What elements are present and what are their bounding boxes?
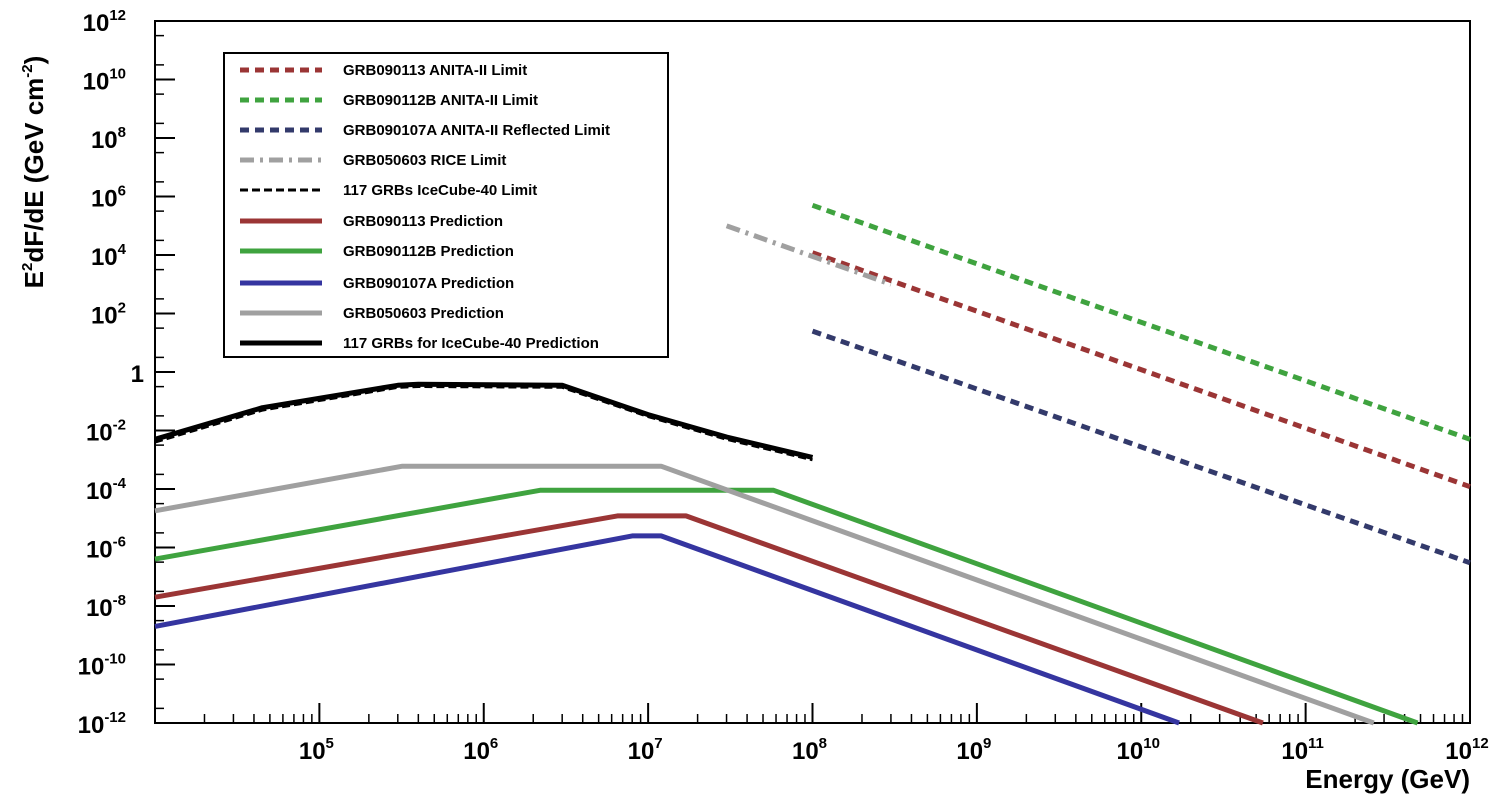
- x-tick-label: 105: [299, 735, 334, 765]
- legend-label-7: GRB090112B Prediction: [343, 243, 514, 260]
- legend-box: [223, 52, 669, 358]
- y-tick-label: 108: [91, 124, 126, 154]
- series-line-10: [154, 381, 814, 460]
- x-tick-label: 109: [956, 735, 991, 765]
- x-tick-label-base: 10: [463, 738, 490, 765]
- y-tick-label-exp: 4: [118, 241, 127, 258]
- y-tick-label: 104: [91, 241, 127, 271]
- y-tick-label-base: 10: [83, 69, 110, 96]
- x-tick-label: 1010: [1117, 735, 1160, 765]
- y-tick-label-base: 10: [91, 303, 118, 330]
- series-line-9: [154, 463, 1375, 726]
- legend-label-3: GRB090107A ANITA-II Reflected Limit: [343, 122, 610, 139]
- y-tick-label: 10-4: [86, 475, 127, 505]
- x-tick-label-exp: 8: [819, 735, 827, 752]
- y-tick-label-base: 10: [78, 712, 105, 739]
- x-tick-label-exp: 6: [490, 735, 498, 752]
- y-title-mid: dF/dE (GeV cm: [19, 78, 49, 263]
- series-line-7: [154, 487, 1419, 726]
- x-tick-label: 108: [792, 735, 827, 765]
- y-tick-label-base: 10: [86, 420, 113, 447]
- y-tick-label-base: 10: [86, 537, 113, 564]
- x-tick-labels: 105 106 107 108 109 1010 1011 1012: [299, 735, 1489, 765]
- y-tick-label-base: 10: [83, 10, 110, 37]
- series-line-1: [811, 250, 1471, 490]
- y-title-base: E: [19, 271, 49, 288]
- y-tick-label-exp: -8: [113, 592, 126, 609]
- series-line-4: [725, 223, 892, 287]
- y-tick-label-exp: 8: [118, 124, 126, 141]
- legend-label-6: GRB090113 Prediction: [343, 213, 503, 230]
- major-ticks: [155, 20, 1471, 724]
- y-tick-label: 10-8: [86, 592, 126, 622]
- legend-label-1: GRB090113 ANITA-II Limit: [343, 62, 527, 79]
- y-tick-label-base: 10: [86, 595, 113, 622]
- series-line-8: [154, 533, 1180, 726]
- y-tick-label-exp: -2: [113, 417, 126, 434]
- x-tick-label-base: 10: [956, 738, 983, 765]
- y-tick-label: 106: [91, 183, 126, 213]
- y-tick-label: 1: [131, 361, 144, 388]
- legend-label-9: GRB050603 Prediction: [343, 305, 504, 322]
- legend-label-4: GRB050603 RICE Limit: [343, 152, 506, 169]
- series-line-2: [811, 202, 1471, 442]
- legend-label-5: 117 GRBs IceCube-40 Limit: [343, 182, 537, 199]
- y-title-end: ): [19, 56, 49, 65]
- x-tick-label-exp: 9: [983, 735, 991, 752]
- x-tick-label: 106: [463, 735, 498, 765]
- legend: GRB090113 ANITA-II Limit GRB090112B ANITA…: [223, 52, 669, 358]
- y-tick-label-exp: 2: [118, 300, 126, 317]
- y-tick-label: 1012: [83, 7, 126, 37]
- y-tick-label-exp: 6: [118, 183, 126, 200]
- y-tick-label-base: 10: [91, 186, 118, 213]
- y-tick-label-exp: -6: [113, 534, 126, 551]
- x-tick-label-base: 10: [299, 738, 326, 765]
- y-tick-label-base: 1: [131, 361, 144, 388]
- legend-label-10: 117 GRBs for IceCube-40 Prediction: [343, 335, 599, 352]
- x-tick-label: 107: [628, 735, 663, 765]
- x-tick-label: 1012: [1445, 735, 1488, 765]
- x-tick-label-base: 10: [792, 738, 819, 765]
- y-tick-label-exp: 12: [109, 7, 126, 24]
- y-title-sup1: 2: [19, 263, 36, 271]
- legend-items: GRB090113 ANITA-II Limit GRB090112B ANITA…: [240, 62, 610, 352]
- legend-label-8: GRB090107A Prediction: [343, 275, 514, 292]
- y-tick-label-exp: -4: [113, 475, 127, 492]
- x-tick-label-exp: 10: [1143, 735, 1160, 752]
- x-tick-label-exp: 12: [1472, 735, 1489, 752]
- x-tick-label-base: 10: [1281, 738, 1308, 765]
- y-tick-label-exp: -12: [104, 709, 126, 726]
- y-tick-label-exp: -10: [104, 651, 126, 668]
- y-tick-label: 10-10: [78, 651, 126, 681]
- y-axis-title: E2dF/dE (GeV cm-2): [19, 56, 49, 289]
- series-lines: [154, 202, 1471, 726]
- y-tick-label-base: 10: [86, 478, 113, 505]
- y-tick-labels: 10121010108106104102110-210-410-610-810-…: [78, 7, 144, 739]
- y-tick-label: 10-12: [78, 709, 126, 739]
- x-axis-title: Energy (GeV): [1305, 764, 1470, 794]
- y-tick-label-base: 10: [91, 244, 118, 271]
- x-tick-label: 1011: [1281, 735, 1324, 765]
- y-tick-label: 1010: [83, 66, 126, 96]
- x-tick-label-exp: 11: [1308, 735, 1324, 752]
- legend-label-2: GRB090112B ANITA-II Limit: [343, 92, 538, 109]
- y-tick-label: 10-6: [86, 534, 126, 564]
- x-tick-label-base: 10: [1117, 738, 1144, 765]
- x-tick-label-base: 10: [1445, 738, 1472, 765]
- y-tick-label-base: 10: [78, 654, 105, 681]
- x-tick-label-exp: 7: [654, 735, 662, 752]
- x-tick-label-exp: 5: [326, 735, 334, 752]
- series-line-6: [154, 513, 1264, 726]
- y-tick-label-exp: 10: [109, 66, 126, 83]
- series-line-5: [154, 385, 813, 462]
- y-title-sup2: -2: [19, 64, 36, 77]
- y-tick-label: 102: [91, 300, 126, 330]
- minor-ticks: [155, 34, 1464, 723]
- x-tick-label-base: 10: [628, 738, 655, 765]
- y-tick-label-base: 10: [91, 127, 118, 154]
- series-line-3: [811, 328, 1471, 566]
- y-tick-label: 10-2: [86, 417, 126, 447]
